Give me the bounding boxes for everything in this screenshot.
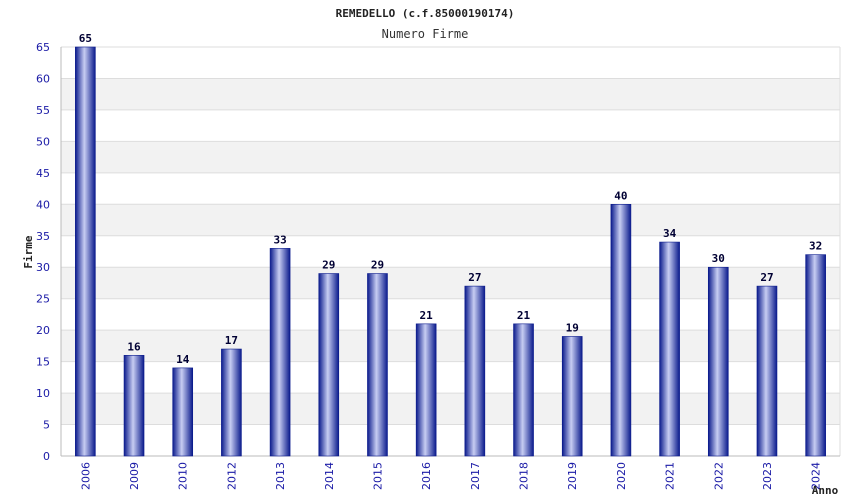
data-label-2017: 27 (468, 271, 481, 284)
x-tick-label-2024: 2024 (810, 462, 823, 490)
x-tick-label-2021: 2021 (664, 462, 677, 490)
y-tick-label: 0 (43, 450, 50, 463)
x-tick-label-2014: 2014 (323, 462, 336, 490)
data-label-2023: 27 (760, 271, 773, 284)
bar-2014 (318, 273, 340, 457)
x-ticks: 2006 2009 2010 2012 2013 2014 2015 2016 2017 2018… (79, 462, 822, 490)
bar-2006 (75, 46, 96, 457)
x-tick-label-2017: 2017 (469, 462, 482, 490)
y-tick-label: 15 (36, 356, 50, 369)
grid-band (61, 78, 840, 110)
bar-2022 (707, 266, 729, 457)
data-label-2020: 40 (614, 189, 627, 202)
bar-2018 (513, 323, 534, 457)
data-label-2006: 65 (79, 32, 92, 45)
bar-2009 (123, 355, 145, 457)
bar-2024 (805, 254, 826, 457)
data-label-2012: 17 (225, 334, 238, 347)
data-label-2014: 29 (322, 259, 335, 272)
x-tick-label-2016: 2016 (420, 462, 433, 490)
x-tick-label-2010: 2010 (177, 462, 190, 490)
x-tick-label-2022: 2022 (712, 462, 725, 490)
y-axis-label: Firme (22, 235, 35, 268)
bar-2016 (415, 323, 437, 457)
y-tick-label: 40 (36, 198, 50, 211)
x-tick-label-2009: 2009 (128, 462, 141, 490)
y-tick-label: 30 (36, 261, 50, 274)
y-tick-label: 25 (36, 293, 50, 306)
data-labels: 65 16 14 17 33 29 29 21 27 21 19 40 34 30 27 32 (79, 32, 823, 366)
bar-2021 (659, 241, 680, 457)
data-label-2024: 32 (809, 240, 822, 253)
bar-2012 (221, 348, 242, 457)
data-label-2021: 34 (663, 227, 677, 240)
chart-title: REMEDELLO (c.f.85000190174) (336, 7, 515, 20)
data-label-2015: 29 (371, 259, 384, 272)
data-label-2016: 21 (420, 309, 434, 322)
x-tick-label-2015: 2015 (371, 462, 384, 490)
x-tick-label-2020: 2020 (615, 462, 628, 490)
bar-2013 (269, 248, 291, 457)
y-tick-label: 65 (36, 41, 50, 54)
x-tick-label-2012: 2012 (225, 462, 238, 490)
bar-2019 (561, 336, 583, 457)
bars (75, 46, 826, 457)
bar-2017 (464, 285, 486, 457)
data-label-2019: 19 (566, 321, 579, 334)
bar-2023 (756, 285, 778, 457)
data-label-2018: 21 (517, 309, 531, 322)
x-axis-label: Anno (812, 484, 839, 497)
data-label-2010: 14 (176, 353, 190, 366)
y-tick-label: 35 (36, 230, 50, 243)
grid-band (61, 204, 840, 236)
grid-band (61, 141, 840, 173)
x-tick-label-2018: 2018 (518, 462, 531, 490)
y-tick-label: 55 (36, 104, 50, 117)
y-tick-label: 60 (36, 72, 50, 85)
y-tick-label: 45 (36, 167, 50, 180)
x-tick-label-2006: 2006 (79, 462, 92, 490)
x-tick-label-2023: 2023 (761, 462, 774, 490)
data-label-2022: 30 (712, 252, 725, 265)
y-ticks: 0 5 10 15 20 25 30 35 40 45 50 55 60 65 (36, 41, 50, 463)
bar-2010 (172, 367, 194, 457)
bar-2015 (367, 273, 388, 457)
x-tick-label-2019: 2019 (566, 462, 579, 490)
y-tick-label: 5 (43, 419, 50, 432)
data-label-2009: 16 (127, 340, 141, 353)
x-tick-label-2013: 2013 (274, 462, 287, 490)
y-tick-label: 20 (36, 324, 50, 337)
chart-subtitle: Numero Firme (382, 27, 469, 41)
y-tick-label: 50 (36, 135, 50, 148)
y-tick-label: 10 (36, 387, 50, 400)
bar-2020 (610, 204, 632, 457)
data-label-2013: 33 (273, 233, 286, 246)
